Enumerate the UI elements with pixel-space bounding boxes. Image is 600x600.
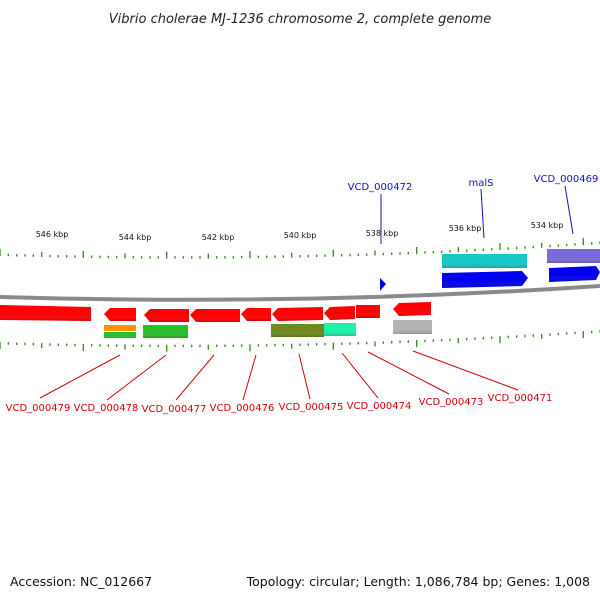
genome-info-text: Topology: circular; Length: 1,086,784 bp… [246,574,590,589]
leader-line [480,188,485,239]
gene-label-VCD_000472[interactable]: VCD_000472 [348,182,413,193]
leader-line [175,354,215,401]
gene-label-VCD_000469[interactable]: VCD_000469 [534,174,599,185]
gene-label-VCD_000476[interactable]: VCD_000476 [210,403,275,414]
scale-label-546: 546 kbp [36,230,69,239]
gene-VCD_000472-arrow[interactable] [380,278,386,291]
gene-label-VCD_000474[interactable]: VCD_000474 [347,401,412,412]
forward-strand-genes [380,249,600,291]
leader-line [367,351,450,395]
gene-label-VCD_000473[interactable]: VCD_000473 [419,397,484,408]
map-title: Vibrio cholerae MJ-1236 chromosome 2, co… [109,12,491,27]
gene-VCD_000478-orange-track[interactable] [104,325,136,331]
leader-line [106,354,167,401]
leader-line [412,350,519,391]
gene-label-VCD_000475[interactable]: VCD_000475 [279,402,344,413]
scale-label-538: 538 kbp [366,229,399,238]
scale-label-536: 536 kbp [449,224,482,233]
scale-label-544: 544 kbp [119,233,152,242]
gene-label-VCD_000477[interactable]: VCD_000477 [142,404,207,415]
accession-text: Accession: NC_012667 [10,574,153,589]
gene-label-VCD_000479[interactable]: VCD_000479 [6,403,71,414]
scale-ticks-lower [0,330,600,352]
scale-labels: 546 kbp 544 kbp 542 kbp 540 kbp 538 kbp … [36,221,564,242]
scale-ticks-upper [0,238,600,259]
gene-VCD_000478-green-track[interactable] [104,332,136,338]
gene-labels-top: VCD_000472 malS VCD_000469 [348,174,599,244]
scale-label-542: 542 kbp [202,233,235,242]
leader-line [39,354,121,399]
gene-label-VCD_000478[interactable]: VCD_000478 [74,403,139,414]
gene-label-malS[interactable]: malS [469,178,494,189]
scale-label-534: 534 kbp [531,221,564,230]
gene-label-VCD_000471[interactable]: VCD_000471 [488,393,553,404]
leader-line [564,185,574,235]
leader-line [341,352,379,399]
reverse-strand-genes [0,302,432,338]
leader-line [298,353,311,400]
gene-labels-bottom: VCD_000479 VCD_000478 VCD_000477 VCD_000… [6,350,553,415]
chromosome-backbone [0,284,600,302]
scale-label-540: 540 kbp [284,231,317,240]
leader-line [242,354,257,401]
